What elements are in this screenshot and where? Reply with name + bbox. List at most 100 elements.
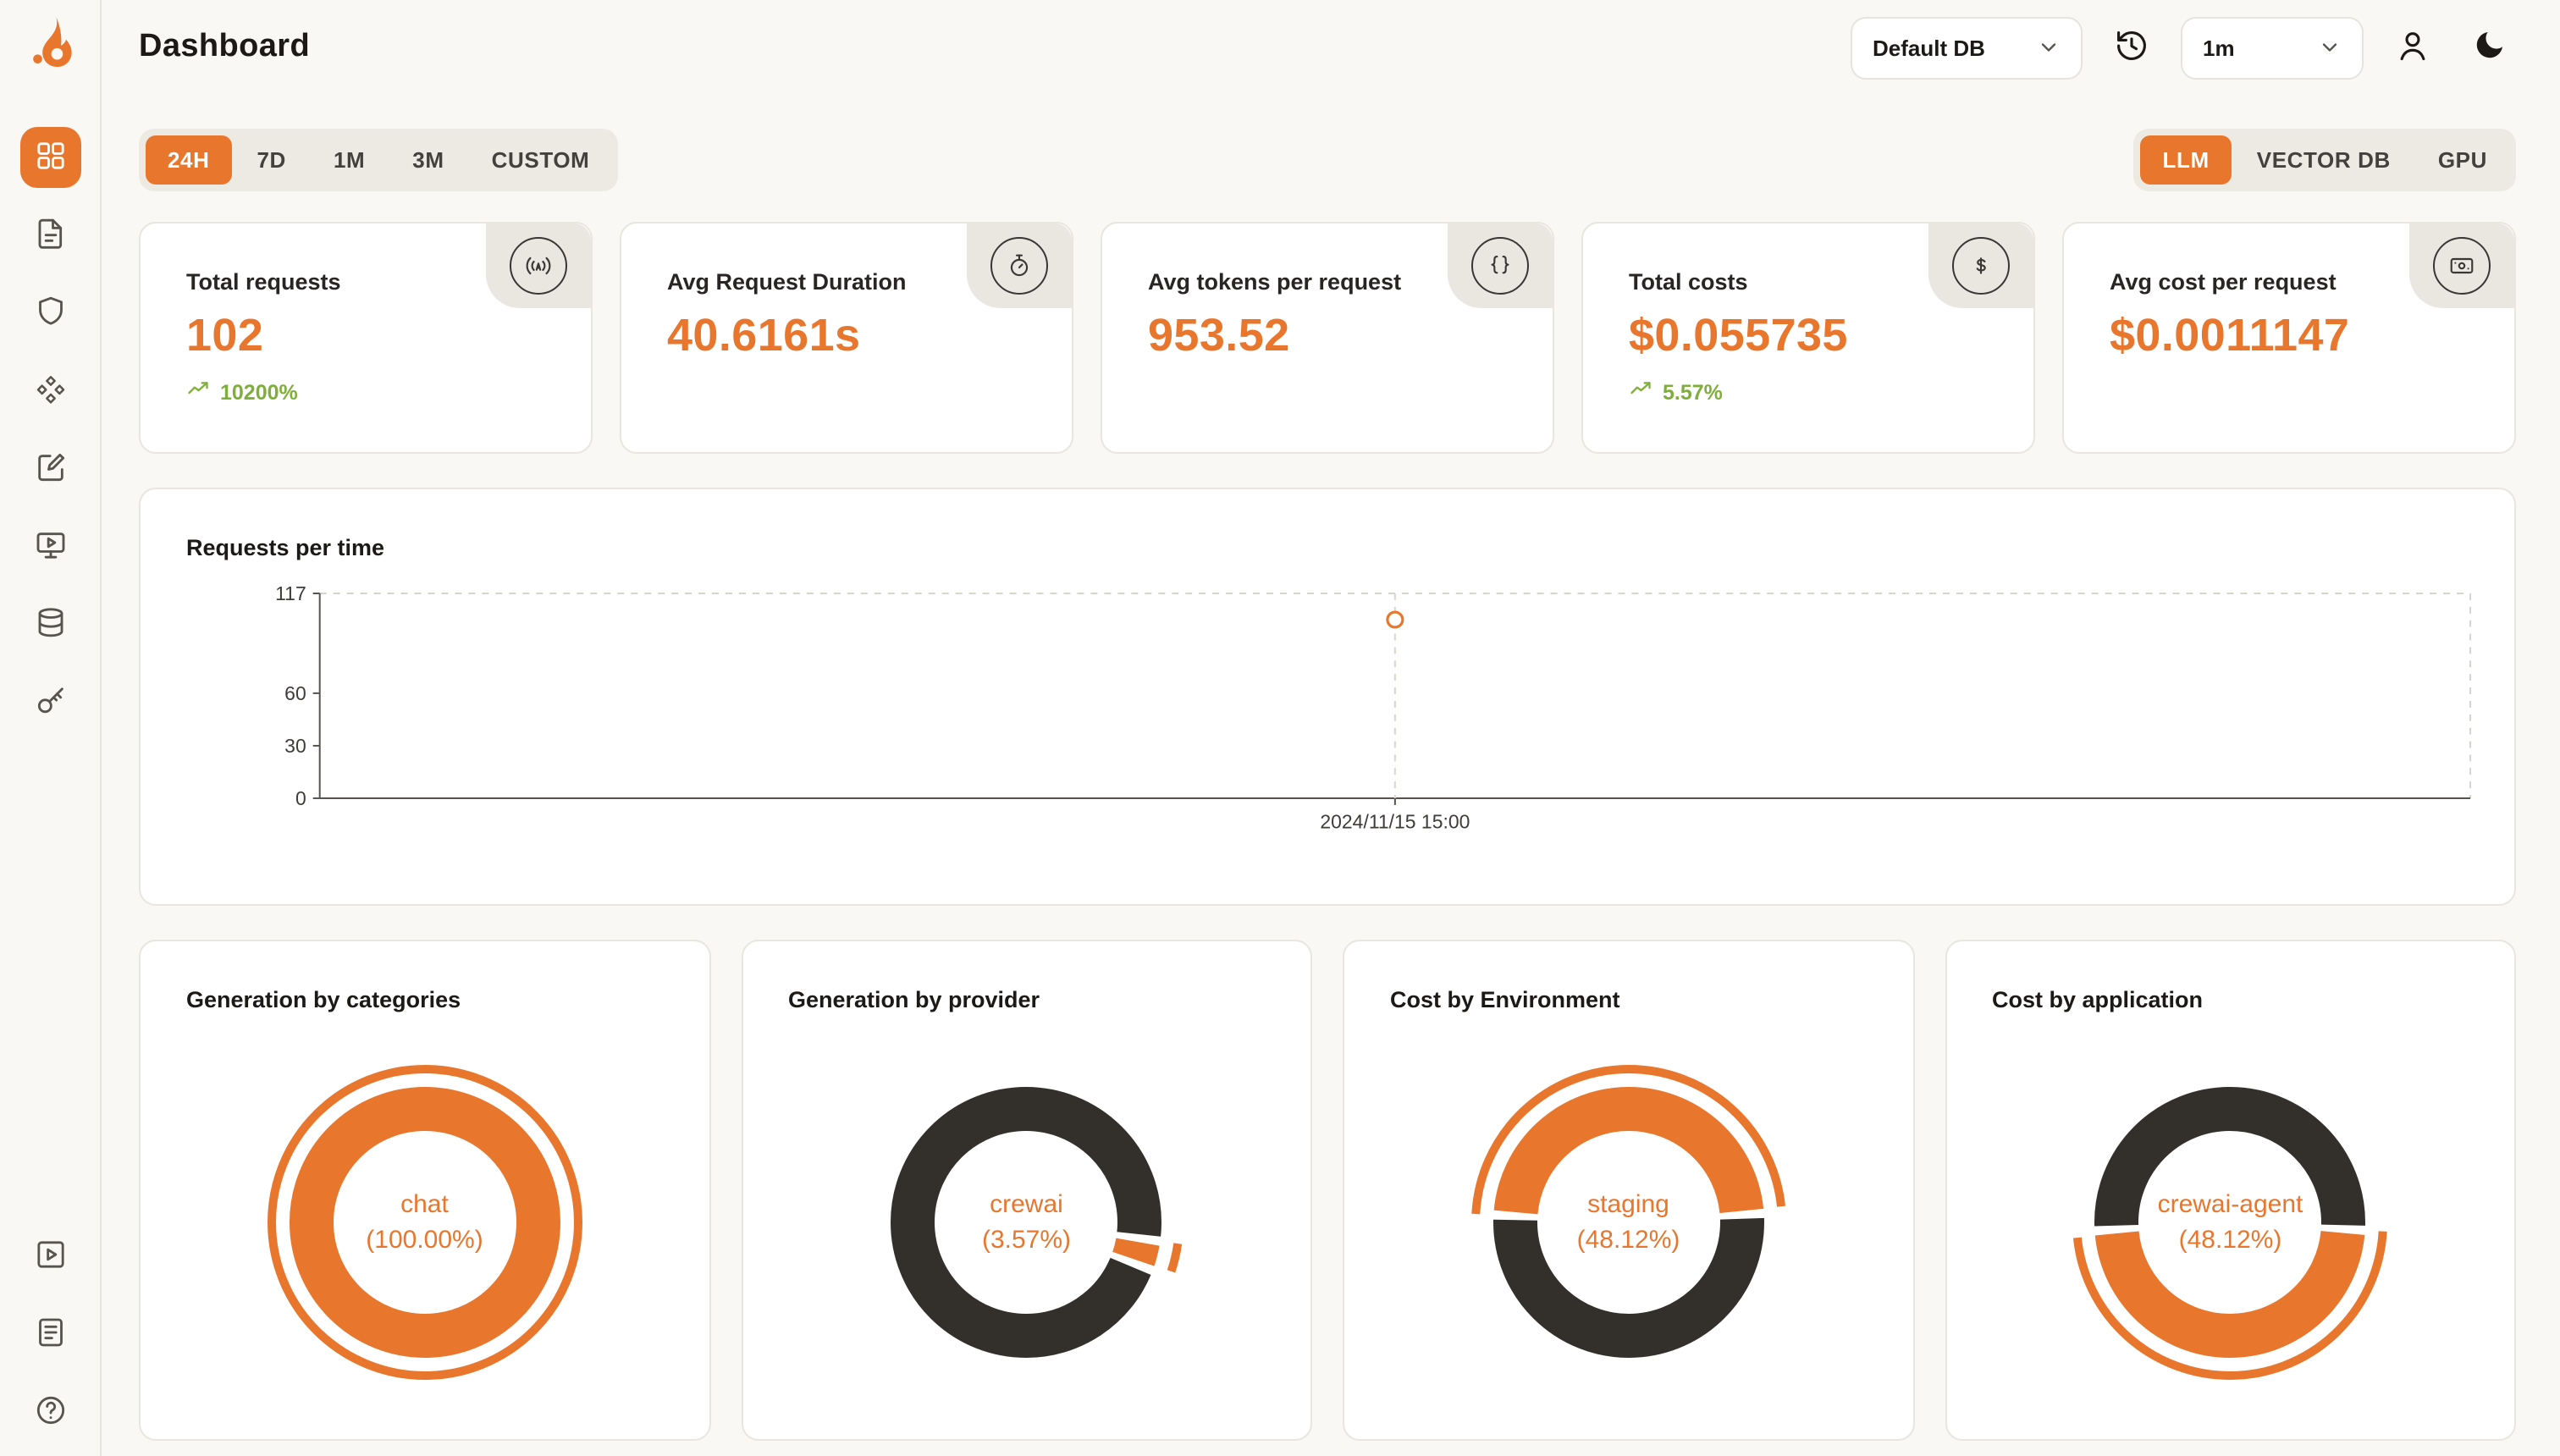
stat-value: 40.6161s	[667, 310, 861, 361]
time-range-tab-1m[interactable]: 1M	[312, 135, 387, 185]
sidebar-nav-top	[19, 127, 80, 733]
playground-monitor-icon	[33, 527, 67, 566]
database-selector-value: Default DB	[1873, 35, 1985, 60]
topbar: Dashboard Default DB 1m	[102, 0, 2560, 95]
stat-card-corner	[1928, 223, 2033, 308]
donut-cards-row: Generation by categories chat (100.00%) Gen…	[139, 940, 2516, 1441]
stat-label: Avg Request Duration	[667, 269, 907, 295]
time-range-tab-7d[interactable]: 7D	[235, 135, 308, 185]
source-tab-vector-db[interactable]: VECTOR DB	[2235, 135, 2413, 185]
docs-icon	[33, 1315, 67, 1354]
time-range-tab-3m[interactable]: 3M	[390, 135, 466, 185]
donut-chart[interactable]: crewai-agent (48.12%)	[2061, 1053, 2400, 1392]
stat-card-total-costs: Total costs $0.055735 5.57%	[1581, 222, 2035, 454]
sidebar-item-exceptions-shield[interactable]	[19, 283, 80, 344]
stopwatch-icon	[990, 237, 1048, 295]
donut-title: Generation by categories	[186, 987, 461, 1012]
stat-label: Total requests	[186, 269, 341, 295]
stat-value: 102	[186, 310, 264, 361]
svg-text:117: 117	[275, 582, 306, 604]
theme-toggle-button[interactable]	[2462, 20, 2516, 74]
topbar-controls: Default DB 1m	[1851, 16, 2516, 79]
sidebar-item-requests-file[interactable]	[19, 205, 80, 266]
donut-card-generation-by-categories: Generation by categories chat (100.00%)	[139, 940, 710, 1441]
stat-card-avg-cost-per-request: Avg cost per request $0.0011147	[2062, 222, 2516, 454]
donut-card-generation-by-provider: Generation by provider crewai (3.57%)	[741, 940, 1312, 1441]
page-title: Dashboard	[139, 29, 311, 64]
time-range-tabs: 24H 7D 1M 3M CUSTOM	[139, 129, 619, 191]
donut-svg	[2072, 1065, 2388, 1380]
stat-card-total-requests: Total requests 102 10200%	[139, 222, 593, 454]
moon-icon	[2471, 27, 2507, 68]
chart-title: Requests per time	[186, 535, 385, 560]
main-column: Dashboard Default DB 1m	[102, 0, 2560, 1456]
flame-logo-icon	[21, 14, 79, 80]
antenna-icon	[510, 237, 567, 295]
sidebar	[0, 0, 102, 1456]
trend-up-icon	[1629, 378, 1652, 406]
banknote-icon	[2433, 237, 2491, 295]
history-icon	[2113, 26, 2150, 69]
donut-title: Cost by application	[1992, 987, 2204, 1012]
user-menu-button[interactable]	[2386, 20, 2440, 74]
chevron-down-icon	[2037, 36, 2061, 59]
exceptions-shield-icon	[33, 294, 67, 333]
blocks-icon	[33, 372, 67, 411]
requests-line-chart[interactable]: 0 30 60 117 2024/11/15 15:00	[141, 489, 2514, 904]
dashboard-grid-icon	[33, 138, 67, 177]
sidebar-item-video-play[interactable]	[19, 1226, 80, 1287]
sidebar-item-docs[interactable]	[19, 1304, 80, 1365]
stat-card-corner	[1448, 223, 1553, 308]
donut-card-cost-by-environment: Cost by Environment staging (48.12%)	[1343, 940, 1914, 1441]
sidebar-item-playground-monitor[interactable]	[19, 516, 80, 577]
app-logo[interactable]	[19, 14, 80, 80]
sidebar-item-database[interactable]	[19, 594, 80, 655]
sidebar-item-help[interactable]	[19, 1382, 80, 1442]
stat-change: 10200%	[186, 378, 557, 406]
source-tab-llm[interactable]: LLM	[2140, 135, 2232, 185]
dollar-circle-icon	[1952, 237, 2010, 295]
donut-chart[interactable]: chat (100.00%)	[256, 1053, 594, 1392]
sidebar-item-dashboard-grid[interactable]	[19, 127, 80, 188]
stat-card-avg-request-duration: Avg Request Duration 40.6161s	[620, 222, 1073, 454]
requests-file-icon	[33, 216, 67, 255]
stat-value: $0.055735	[1629, 310, 1848, 361]
stat-value: 953.52	[1148, 310, 1290, 361]
donut-svg	[1470, 1065, 1786, 1380]
prompt-note-icon	[33, 449, 67, 488]
donut-title: Cost by Environment	[1390, 987, 1620, 1012]
time-range-tab-24h[interactable]: 24H	[146, 135, 232, 185]
braces-icon	[1471, 237, 1529, 295]
sidebar-item-prompt-note[interactable]	[19, 438, 80, 499]
content: 24H 7D 1M 3M CUSTOM LLM VECTOR DB GPU Total re…	[102, 95, 2560, 1441]
trend-up-icon	[186, 378, 210, 406]
interval-selector-value: 1m	[2203, 35, 2235, 60]
interval-selector[interactable]: 1m	[2181, 16, 2364, 79]
requests-per-time-card: Requests per time 0 30 60 117 2024/11/15 15:…	[139, 488, 2516, 906]
time-range-tab-custom[interactable]: CUSTOM	[470, 135, 612, 185]
donut-title: Generation by provider	[788, 987, 1040, 1012]
source-tab-gpu[interactable]: GPU	[2416, 135, 2509, 185]
stat-label: Avg cost per request	[2110, 269, 2337, 295]
stat-value: $0.0011147	[2110, 310, 2350, 361]
user-icon	[2394, 26, 2431, 69]
sidebar-item-blocks[interactable]	[19, 361, 80, 422]
stat-change: 5.57%	[1629, 378, 2000, 406]
donut-chart[interactable]: crewai (3.57%)	[858, 1053, 1196, 1392]
stat-card-corner	[486, 223, 591, 308]
sidebar-item-api-key[interactable]	[19, 672, 80, 733]
source-tabs: LLM VECTOR DB GPU	[2133, 129, 2516, 191]
svg-text:30: 30	[284, 735, 306, 757]
donut-svg	[267, 1065, 582, 1380]
svg-text:2024/11/15 15:00: 2024/11/15 15:00	[1320, 811, 1470, 833]
api-key-icon	[33, 683, 67, 722]
donut-chart[interactable]: staging (48.12%)	[1459, 1053, 1798, 1392]
database-selector[interactable]: Default DB	[1851, 16, 2083, 79]
database-icon	[33, 605, 67, 644]
donut-card-cost-by-application: Cost by application crewai-agent (48.12%)	[1945, 940, 2516, 1441]
stat-cards-row: Total requests 102 10200% Avg Request Durat…	[139, 222, 2516, 454]
stat-label: Total costs	[1629, 269, 1748, 295]
stat-card-corner	[967, 223, 1072, 308]
refresh-history-button[interactable]	[2105, 20, 2159, 74]
